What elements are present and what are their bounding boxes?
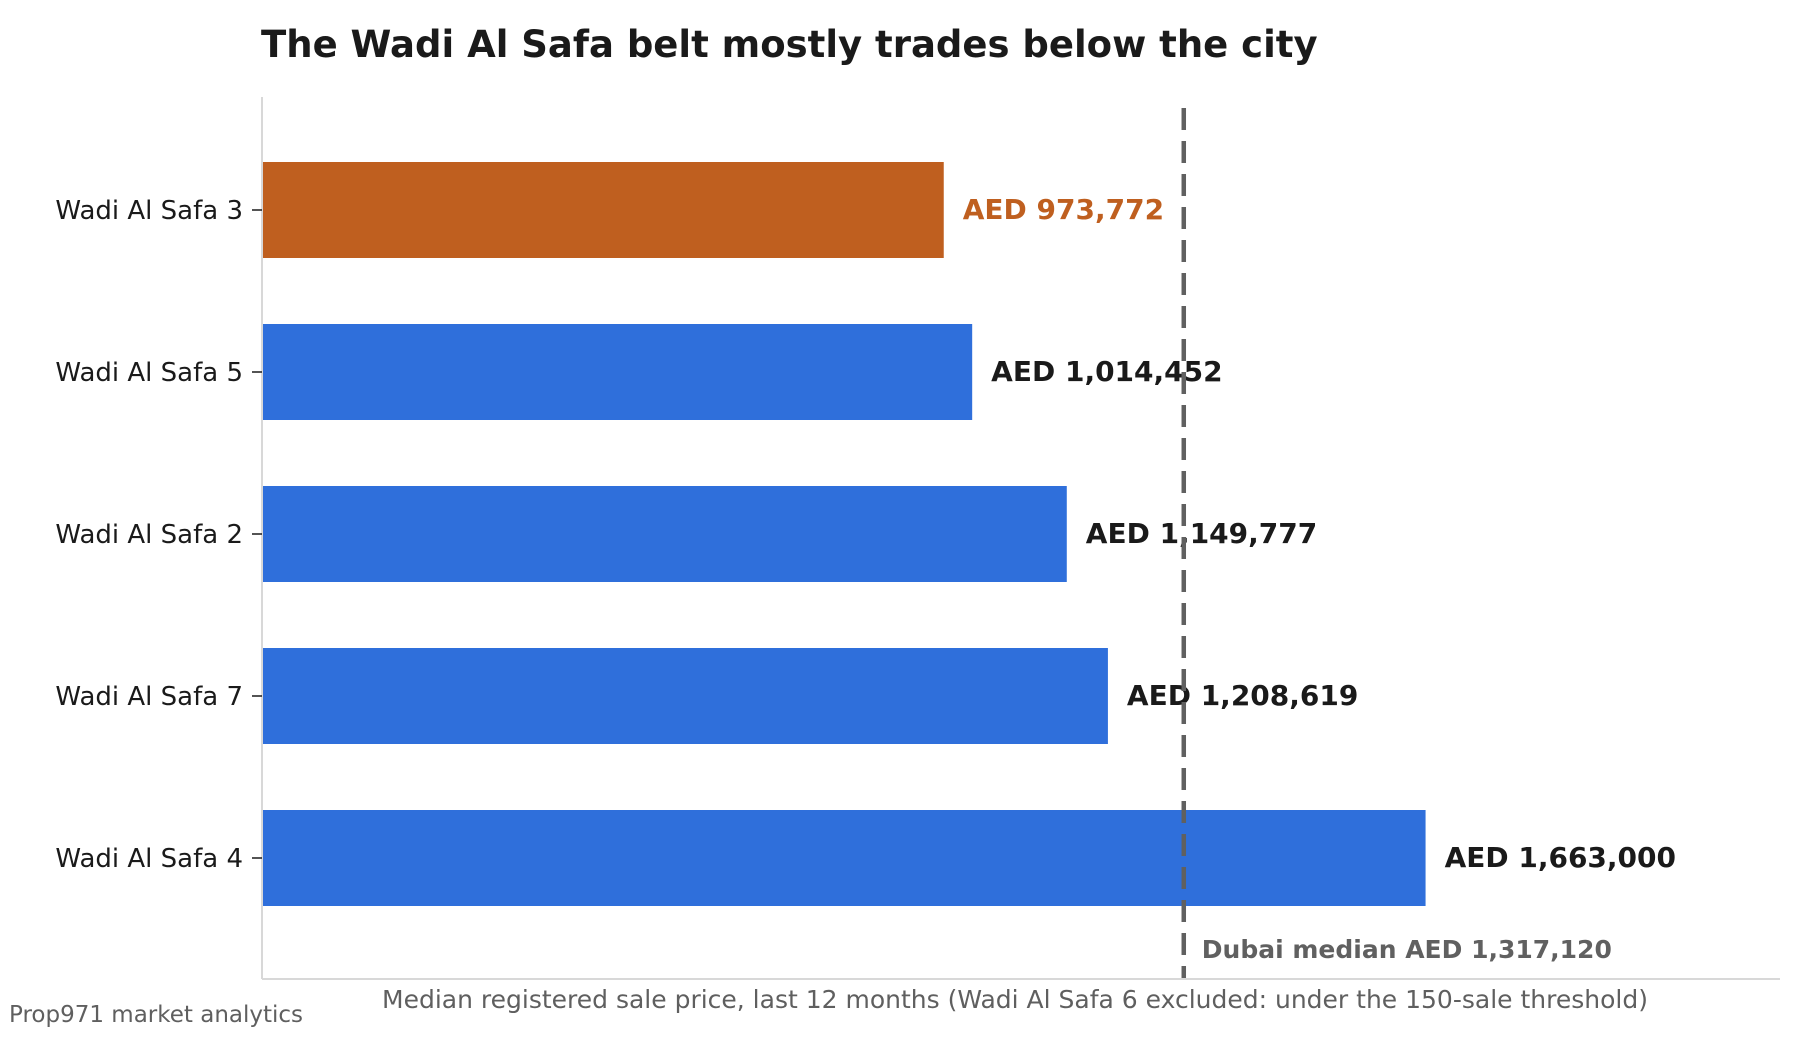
bar-value-label: AED 1,014,452 bbox=[991, 355, 1222, 388]
bars-layer: AED 973,772 AED 1,014,452 AED 1,149,777 AED… bbox=[263, 162, 1676, 906]
bar-value-label: AED 1,149,777 bbox=[1086, 517, 1317, 550]
x-axis-label: Median registered sale price, last 12 mo… bbox=[382, 985, 1648, 1014]
y-tick-label: Wadi Al Safa 4 bbox=[55, 844, 243, 874]
bar bbox=[263, 324, 973, 420]
y-tick-label: Wadi Al Safa 5 bbox=[55, 358, 243, 388]
axis-layer: Wadi Al Safa 3 Wadi Al Safa 5 Wadi Al Safa… bbox=[55, 97, 1780, 980]
bar bbox=[263, 810, 1426, 906]
source-note: Prop971 market analytics bbox=[9, 1002, 303, 1028]
y-tick-label: Wadi Al Safa 2 bbox=[55, 520, 243, 550]
reference-layer: Dubai median AED 1,317,120 bbox=[1181, 108, 1612, 979]
y-tick-label: Wadi Al Safa 7 bbox=[55, 682, 243, 712]
bar-value-label: AED 973,772 bbox=[963, 193, 1164, 226]
bar-value-label: AED 1,663,000 bbox=[1445, 841, 1676, 874]
bar bbox=[263, 162, 944, 258]
bar-value-label: AED 1,208,619 bbox=[1127, 679, 1358, 712]
y-tick-label: Wadi Al Safa 3 bbox=[55, 196, 243, 226]
chart-title: The Wadi Al Safa belt mostly trades belo… bbox=[261, 23, 1318, 66]
bar bbox=[263, 486, 1067, 582]
reference-line-label: Dubai median AED 1,317,120 bbox=[1202, 935, 1612, 964]
bar bbox=[263, 648, 1108, 744]
